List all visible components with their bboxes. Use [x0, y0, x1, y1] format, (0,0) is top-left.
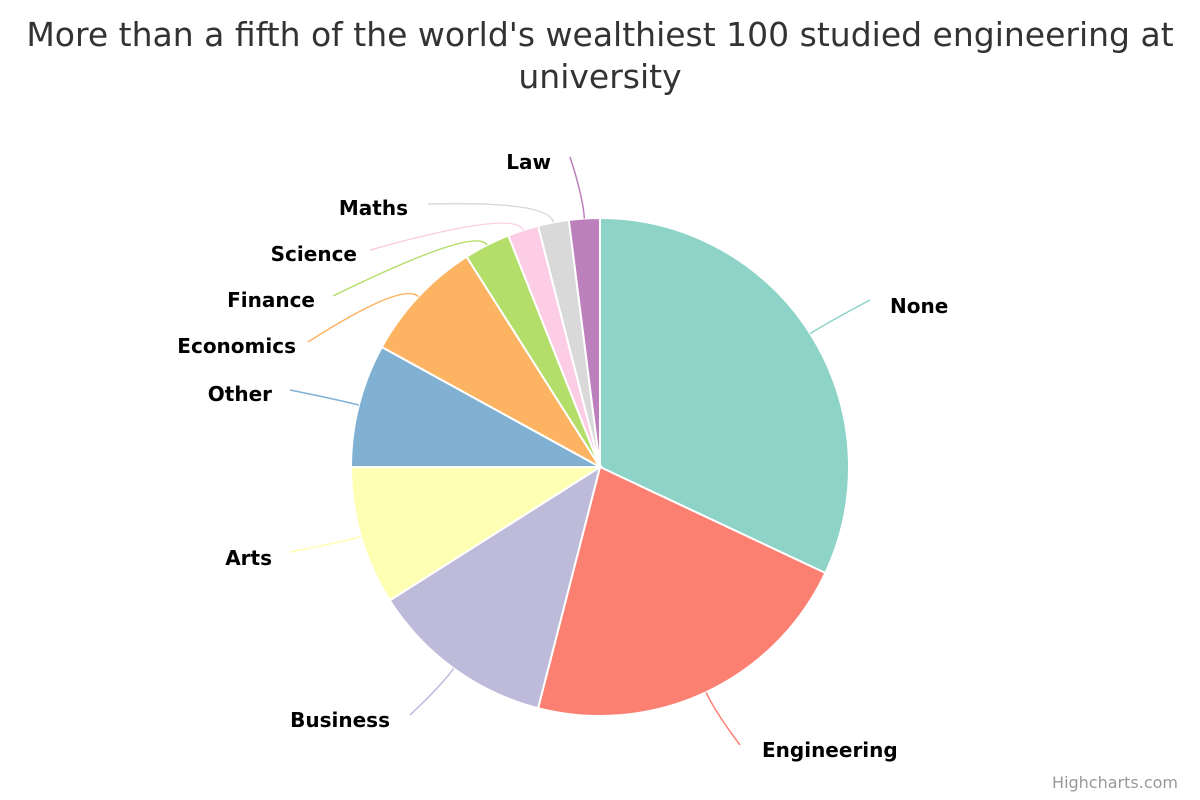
- data-label-none: None: [890, 294, 948, 318]
- pie-slice-engineering[interactable]: [536, 465, 827, 717]
- pie-slice-other[interactable]: [349, 345, 601, 468]
- data-label-law: Law: [506, 150, 551, 174]
- connector-engineering: [705, 691, 741, 746]
- connector-economics: [307, 292, 419, 343]
- data-label-other: Other: [208, 382, 272, 406]
- connector-science: [369, 222, 524, 251]
- pie-slice-none[interactable]: [599, 216, 850, 575]
- pie-slice-arts[interactable]: [349, 466, 604, 602]
- data-label-maths: Maths: [339, 196, 408, 220]
- data-label-business: Business: [290, 708, 390, 732]
- connector-maths: [427, 202, 555, 223]
- connector-none: [809, 299, 871, 335]
- connector-other: [289, 389, 360, 406]
- pie-slice-business[interactable]: [388, 464, 602, 710]
- data-label-finance: Finance: [227, 288, 315, 312]
- connector-arts: [289, 535, 362, 553]
- connector-finance: [332, 240, 488, 297]
- data-label-science: Science: [271, 242, 357, 266]
- chart-title: More than a fifth of the world's wealthi…: [26, 15, 1174, 96]
- connector-business: [409, 668, 455, 716]
- data-label-economics: Economics: [177, 334, 296, 358]
- data-label-engineering: Engineering: [762, 738, 898, 762]
- connector-law: [569, 156, 586, 219]
- data-label-arts: Arts: [225, 546, 272, 570]
- credits-link[interactable]: Highcharts.com: [1052, 773, 1178, 792]
